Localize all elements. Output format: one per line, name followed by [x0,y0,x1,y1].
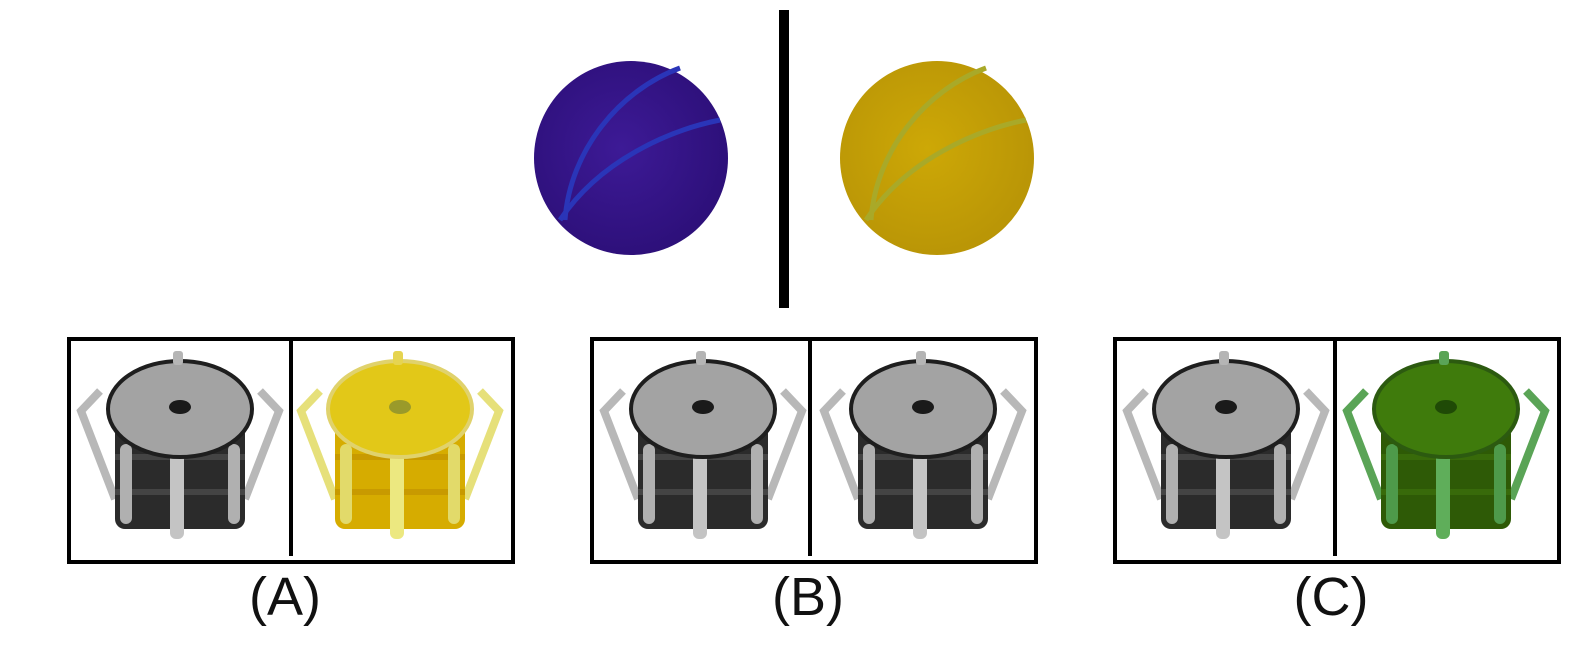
option-separator [1333,337,1337,556]
option-c[interactable] [1113,337,1561,564]
example-pair [530,10,1040,310]
gray-drum-icon [1122,351,1330,539]
gray-drum-icon [819,351,1027,539]
gray-drum-icon [76,351,284,539]
gray-drum-icon [599,351,807,539]
option-separator [808,337,812,556]
yellow-basketball-icon [840,61,1034,255]
example-divider [779,10,789,308]
blue-basketball-icon [534,61,728,255]
option-label-a: (A) [249,567,321,627]
option-label-b: (B) [772,567,844,627]
green-drum-icon [1342,351,1550,539]
option-a[interactable] [67,337,515,564]
option-label-c: (C) [1293,567,1369,627]
yellow-drum-icon [296,351,504,539]
option-b[interactable] [590,337,1038,564]
option-separator [289,337,293,556]
